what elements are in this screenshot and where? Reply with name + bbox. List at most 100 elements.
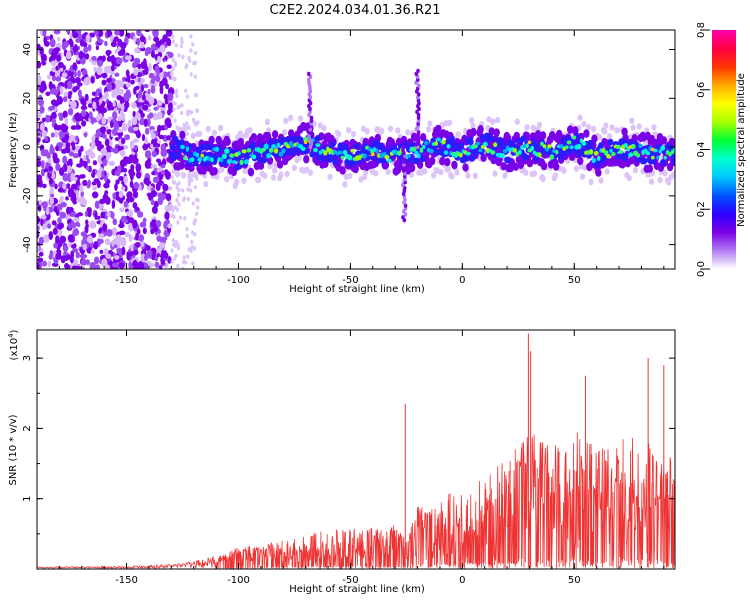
noise-blob xyxy=(177,53,181,58)
band-hotspot xyxy=(623,143,628,148)
noise-blob xyxy=(135,206,140,211)
band-blob xyxy=(303,155,310,164)
band-halo xyxy=(218,124,224,132)
band-halo xyxy=(182,125,188,132)
band-halo xyxy=(350,131,357,138)
noise-blob xyxy=(101,55,106,62)
noise-blob xyxy=(132,219,138,229)
noise-blob xyxy=(133,86,137,95)
band-hotspot xyxy=(665,150,670,155)
noise-blob xyxy=(83,45,89,54)
band-halo xyxy=(531,170,538,177)
noise-blob xyxy=(139,35,146,43)
noise-blob xyxy=(164,211,170,220)
band-halo xyxy=(327,173,333,181)
noise-blob xyxy=(160,193,167,200)
spec-ytick-label: -40 xyxy=(22,236,33,252)
noise-blob xyxy=(120,42,127,49)
noise-blob xyxy=(82,179,88,186)
noise-blob xyxy=(122,168,128,173)
spec-xtick-label: -100 xyxy=(227,275,250,286)
band-hotspot xyxy=(660,145,666,151)
noise-blob xyxy=(120,149,126,157)
noise-blob xyxy=(142,227,147,235)
band-blob xyxy=(567,125,574,134)
figure-title: C2E2.2024.034.01.36.R21 xyxy=(269,3,440,18)
snr-series-line xyxy=(37,432,675,569)
noise-blob xyxy=(76,212,84,217)
band-core xyxy=(353,143,360,150)
noise-blob xyxy=(180,36,184,42)
noise-blob xyxy=(153,106,159,111)
noise-blob xyxy=(166,92,174,101)
spike-blob xyxy=(416,68,420,74)
noise-blob xyxy=(90,141,96,150)
noise-blob xyxy=(110,64,115,72)
noise-blob xyxy=(64,163,68,173)
noise-blob xyxy=(55,65,59,71)
noise-blob xyxy=(60,202,67,208)
noise-blob xyxy=(148,96,155,105)
noise-blob xyxy=(75,38,81,43)
band-halo xyxy=(431,172,437,179)
band-hotspot xyxy=(564,145,569,150)
noise-blob xyxy=(187,247,191,252)
noise-blob xyxy=(108,139,113,147)
noise-blob xyxy=(100,211,105,219)
band-blob xyxy=(578,132,585,142)
noise-blob xyxy=(112,38,117,47)
band-hotspot xyxy=(611,152,616,156)
noise-blob xyxy=(136,30,142,37)
band-hotspot xyxy=(547,144,552,149)
band-blob xyxy=(451,160,458,170)
noise-blob xyxy=(55,42,62,49)
noise-blob xyxy=(128,234,133,243)
noise-blob xyxy=(139,117,146,126)
band-halo xyxy=(626,174,632,182)
band-core xyxy=(672,157,675,165)
noise-blob xyxy=(140,84,145,92)
noise-blob xyxy=(70,100,77,110)
band-hotspot xyxy=(549,154,555,160)
noise-blob xyxy=(87,44,92,52)
noise-blob xyxy=(149,143,154,149)
noise-blob xyxy=(123,175,128,184)
band-halo xyxy=(192,171,198,178)
noise-blob xyxy=(171,39,176,44)
noise-blob xyxy=(191,261,195,266)
band-hotspot xyxy=(273,148,279,154)
noise-blob xyxy=(121,246,126,256)
band-hotspot xyxy=(591,157,596,164)
noise-blob xyxy=(53,30,61,35)
noise-blob xyxy=(94,264,101,269)
noise-blob xyxy=(133,181,140,190)
band-halo xyxy=(582,164,588,171)
band-blob xyxy=(577,156,584,166)
band-halo xyxy=(607,133,613,140)
noise-blob xyxy=(174,43,178,48)
spike-blob xyxy=(401,215,405,220)
band-halo xyxy=(502,172,508,179)
noise-blob xyxy=(101,170,105,179)
noise-blob xyxy=(75,124,82,130)
band-hotspot xyxy=(458,152,463,158)
noise-blob xyxy=(167,52,174,59)
noise-blob xyxy=(58,115,64,121)
noise-blob xyxy=(173,118,177,123)
band-hotspot xyxy=(518,149,522,155)
noise-blob xyxy=(171,57,175,63)
band-hotspot xyxy=(313,147,318,153)
band-hotspot xyxy=(387,158,392,163)
noise-blob xyxy=(119,238,127,247)
band-core xyxy=(250,141,257,149)
noise-blob xyxy=(175,93,179,99)
noise-blob xyxy=(40,160,45,169)
noise-blob xyxy=(187,182,191,187)
band-halo xyxy=(347,172,353,180)
noise-blob xyxy=(128,196,135,203)
band-blob xyxy=(512,162,519,171)
band-core xyxy=(173,151,180,159)
noise-blob xyxy=(62,110,68,119)
noise-blob xyxy=(106,152,112,159)
band-halo xyxy=(603,122,609,129)
